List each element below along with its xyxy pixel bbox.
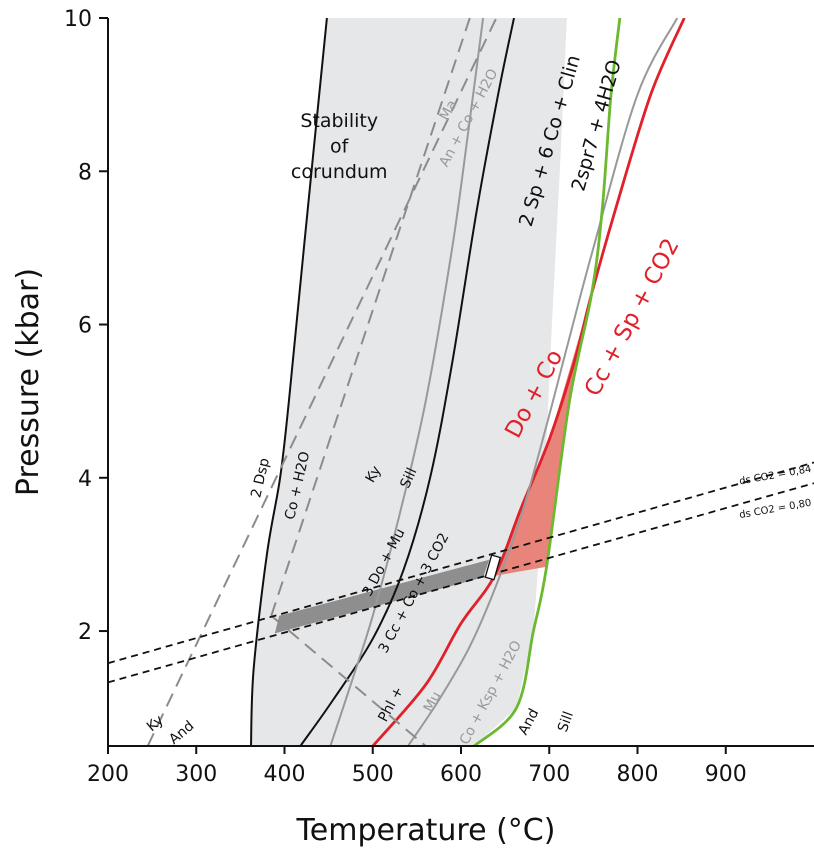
- annotation-lbl-2dsp: 2 Dsp: [248, 456, 273, 499]
- region-stability-field: [251, 18, 567, 746]
- annotation-text: Sill: [555, 709, 577, 734]
- annotation-text-line: Stability: [300, 110, 378, 132]
- annotation-lbl-and-right: And: [515, 706, 542, 738]
- annotation-text: Ky: [144, 712, 167, 735]
- annotation-text-line: of: [330, 135, 350, 157]
- lines-layer: [108, 18, 814, 746]
- annotation-text: And: [166, 718, 197, 748]
- series-line-do-co-cc-sp: [371, 18, 686, 746]
- annotation-lbl-ky-mid: Ky: [363, 463, 385, 485]
- x-tick-label: 500: [352, 762, 394, 787]
- x-tick-label: 800: [617, 762, 659, 787]
- annotation-lbl-ky-left: Ky: [144, 712, 167, 735]
- annotation-text: ds CO2 = 0,84: [738, 464, 812, 488]
- annotation-lbl-and-left: And: [166, 718, 197, 748]
- series-line-ky-and-sill: [146, 18, 498, 746]
- region-red-field: [494, 293, 592, 576]
- series-line-ds-co2-080: [108, 482, 814, 684]
- y-axis-label: Pressure (kbar): [11, 268, 46, 496]
- region-gray-band: [274, 559, 490, 634]
- x-tick-label: 200: [87, 762, 129, 787]
- x-tick-label: 900: [705, 762, 747, 787]
- x-tick-label: 300: [175, 762, 217, 787]
- x-tick-label: 700: [528, 762, 570, 787]
- y-tick-label: 2: [78, 620, 92, 645]
- y-tick-label: 10: [64, 7, 92, 32]
- series-line-mu-ksp: [407, 18, 679, 746]
- regions-layer: [251, 18, 592, 746]
- axes-layer: 200 300 400 500 600 700 800 900 2 4 6 8 10: [64, 7, 814, 787]
- marker-white-marker: [484, 554, 502, 581]
- x-tick-label: 600: [440, 762, 482, 787]
- marker-rect: [484, 554, 502, 581]
- y-tick-label: 8: [78, 160, 92, 185]
- annotation-text: And: [515, 706, 542, 738]
- series-line-ds-co2-084: [108, 461, 814, 665]
- series-line-do-mu-phl: [299, 18, 515, 746]
- markers-layer: [484, 554, 502, 581]
- y-tick-label: 6: [78, 314, 92, 339]
- annotation-stability-label: Stability of corundum: [291, 110, 388, 183]
- annotation-text-line: corundum: [291, 161, 388, 183]
- series-line-ky-sill: [270, 18, 471, 617]
- series-line-sp-clin-spr: [473, 18, 622, 746]
- series-line-and-sill: [270, 614, 427, 746]
- x-axis-label: Temperature (°C): [296, 813, 556, 848]
- annotation-text: Ky: [363, 463, 385, 485]
- annotation-lbl-ds-084: ds CO2 = 0,84: [738, 464, 812, 488]
- series-line-ma-an: [329, 18, 485, 746]
- annotation-lbl-sill-mid: Sill: [397, 465, 420, 490]
- x-tick-label: 400: [264, 762, 306, 787]
- annotation-lbl-sill-right: Sill: [555, 709, 577, 734]
- y-tick-label: 4: [78, 467, 92, 492]
- annotation-text: 2 Dsp: [248, 456, 273, 499]
- annotation-text: Sill: [397, 465, 420, 490]
- series-line-dsp-co: [250, 18, 328, 746]
